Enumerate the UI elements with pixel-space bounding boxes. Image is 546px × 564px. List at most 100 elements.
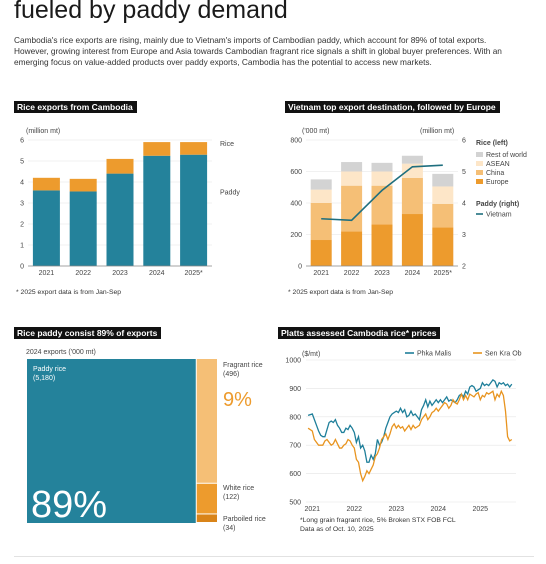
chart2-xtick: 2022 xyxy=(344,270,360,277)
chart3-label-fragrant-rice: Fragrant rice xyxy=(223,362,263,369)
intro-paragraph: Cambodia's rice exports are rising, main… xyxy=(14,35,502,68)
chart2-legend-swatch xyxy=(476,152,483,157)
chart2-ytick-left: 600 xyxy=(290,169,302,176)
chart2-legend-paddy-title: Paddy (right) xyxy=(476,201,519,208)
chart2-bar-europe xyxy=(341,231,363,266)
chart2-xtick: 2024 xyxy=(405,270,421,277)
chart2-bar-rest-of-world xyxy=(401,155,423,164)
chart4-line-sen-kra-ob xyxy=(307,389,513,483)
chart4-legend-label: Sen Kra Ob xyxy=(485,351,522,358)
chart3-unit-label: 2024 exports ('000 mt) xyxy=(26,349,96,356)
chart2-bar-rest-of-world xyxy=(341,162,363,172)
chart2-ytick-right: 4 xyxy=(462,201,466,208)
chart2-bar-asean xyxy=(310,189,332,203)
chart1-bar-paddy xyxy=(69,191,97,266)
chart2-bar-china xyxy=(432,203,454,228)
chart1-xtick: 2024 xyxy=(149,270,165,277)
chart4-xtick: 2021 xyxy=(305,506,321,513)
chart2-ytick-left: 400 xyxy=(290,201,302,208)
chart2-export-destinations: ('000 mt) (million mt) 0 200 400 600 800 2 3 4 5 6 2… xyxy=(290,128,527,277)
chart1-bar-paddy xyxy=(180,154,208,266)
chart1-ytick: 4 xyxy=(20,180,24,187)
chart1-ytick: 5 xyxy=(20,159,24,166)
chart1-bar-rice xyxy=(32,177,60,191)
chart2-bar-rest-of-world xyxy=(371,162,393,172)
chart4-ytick: 1000 xyxy=(285,358,301,365)
chart4-xtick: 2025 xyxy=(473,506,489,513)
chart4-xtick: 2022 xyxy=(347,506,363,513)
chart2-xtick: 2025* xyxy=(434,270,453,277)
chart2-ytick-left: 800 xyxy=(290,138,302,145)
chart1-rice-exports: (million mt) 0 1 2 3 4 5 6 2021 2022 2023 2024 2025*… xyxy=(20,128,240,277)
chart4-title: Platts assessed Cambodia rice* prices xyxy=(278,327,441,339)
chart1-ytick: 3 xyxy=(20,201,24,208)
chart1-xtick: 2022 xyxy=(75,270,91,277)
chart2-bar-rest-of-world xyxy=(432,173,454,187)
chart1-xtick: 2021 xyxy=(39,270,55,277)
chart4-ytick: 800 xyxy=(289,414,301,421)
chart2-legend-label: ASEAN xyxy=(486,161,510,168)
chart1-bar-paddy xyxy=(143,155,171,266)
chart2-bar-china xyxy=(310,203,332,241)
chart1-xtick: 2023 xyxy=(112,270,128,277)
chart2-note: * 2025 export data is from Jan-Sep xyxy=(288,289,394,296)
chart1-bar-rice xyxy=(180,142,208,155)
chart3-treemap: 2024 exports ('000 mt) Paddy rice (5,180) 8… xyxy=(26,349,266,532)
chart4-line-phka-malis xyxy=(307,378,513,463)
chart2-legend-label: Rest of world xyxy=(486,152,527,159)
chart1-unit-label: (million mt) xyxy=(26,128,60,135)
chart3-value-parboiled-rice: (34) xyxy=(223,525,235,532)
chart3-block-paddy xyxy=(27,359,196,523)
chart1-series-label-paddy: Paddy xyxy=(220,190,240,197)
chart3-small-percent: 9% xyxy=(223,389,252,411)
chart2-unit-left: ('000 mt) xyxy=(302,128,329,135)
chart2-legend-label: China xyxy=(486,170,504,177)
chart1-ytick: 6 xyxy=(20,138,24,145)
chart1-xtick: 2025* xyxy=(184,270,203,277)
chart2-xtick: 2023 xyxy=(374,270,390,277)
chart2-bar-europe xyxy=(310,240,332,266)
chart3-value-white-rice: (122) xyxy=(223,494,239,501)
chart1-bar-rice xyxy=(69,178,97,192)
chart2-ytick-left: 200 xyxy=(290,232,302,239)
chart2-legend-swatch xyxy=(476,161,483,166)
chart1-bar-paddy xyxy=(106,173,134,266)
chart4-ytick: 700 xyxy=(289,443,301,450)
chart2-bar-europe xyxy=(401,214,423,266)
chart1-bar-rice xyxy=(143,142,171,156)
chart2-bar-europe xyxy=(432,227,454,266)
chart1-ytick: 1 xyxy=(20,243,24,250)
headline: fueled by paddy demand xyxy=(14,0,288,24)
chart2-bar-europe xyxy=(371,224,393,266)
chart2-xtick: 2021 xyxy=(313,270,329,277)
chart3-label-paddy: Paddy rice xyxy=(33,366,66,373)
chart1-series-label-rice: Rice xyxy=(220,141,234,148)
chart2-line-vietnam xyxy=(321,164,443,222)
chart3-label-white-rice: White rice xyxy=(223,485,254,492)
chart2-ytick-right: 3 xyxy=(462,232,466,239)
chart4-footnote: *Long grain fragrant rice, 5% Broken STX… xyxy=(300,517,456,533)
chart3-block-white-rice xyxy=(196,483,217,514)
chart2-title: Vietnam top export destination, followed… xyxy=(285,101,500,113)
chart1-bar-rice xyxy=(106,158,134,174)
chart2-legend-line-label: Vietnam xyxy=(486,212,512,219)
chart2-bar-asean xyxy=(341,171,363,186)
bottom-divider xyxy=(14,556,534,557)
chart3-value-fragrant-rice: (496) xyxy=(223,371,239,378)
chart3-big-percent: 89% xyxy=(31,484,107,526)
chart3-label-parboiled-rice: Parboiled rice xyxy=(223,516,266,523)
chart1-bar-paddy xyxy=(32,190,60,266)
chart4-ytick: 500 xyxy=(289,500,301,507)
chart2-legend-label: Europe xyxy=(486,179,509,186)
chart2-legend-swatch xyxy=(476,170,483,175)
chart2-bar-asean xyxy=(432,186,454,204)
chart3-title: Rice paddy consist 89% of exports xyxy=(14,327,162,339)
chart2-ytick-right: 5 xyxy=(462,169,466,176)
chart2-ytick-right: 6 xyxy=(462,138,466,145)
chart3-value-paddy: (5,180) xyxy=(33,375,55,382)
chart2-bar-rest-of-world xyxy=(310,179,332,190)
chart2-legend-swatch xyxy=(476,179,483,184)
chart2-ytick-right: 2 xyxy=(462,264,466,271)
chart4-price-lines: ($/mt) 500 600 700 800 900 1000 2021 2022 2023 202… xyxy=(285,351,522,514)
chart2-unit-right: (million mt) xyxy=(420,128,454,135)
